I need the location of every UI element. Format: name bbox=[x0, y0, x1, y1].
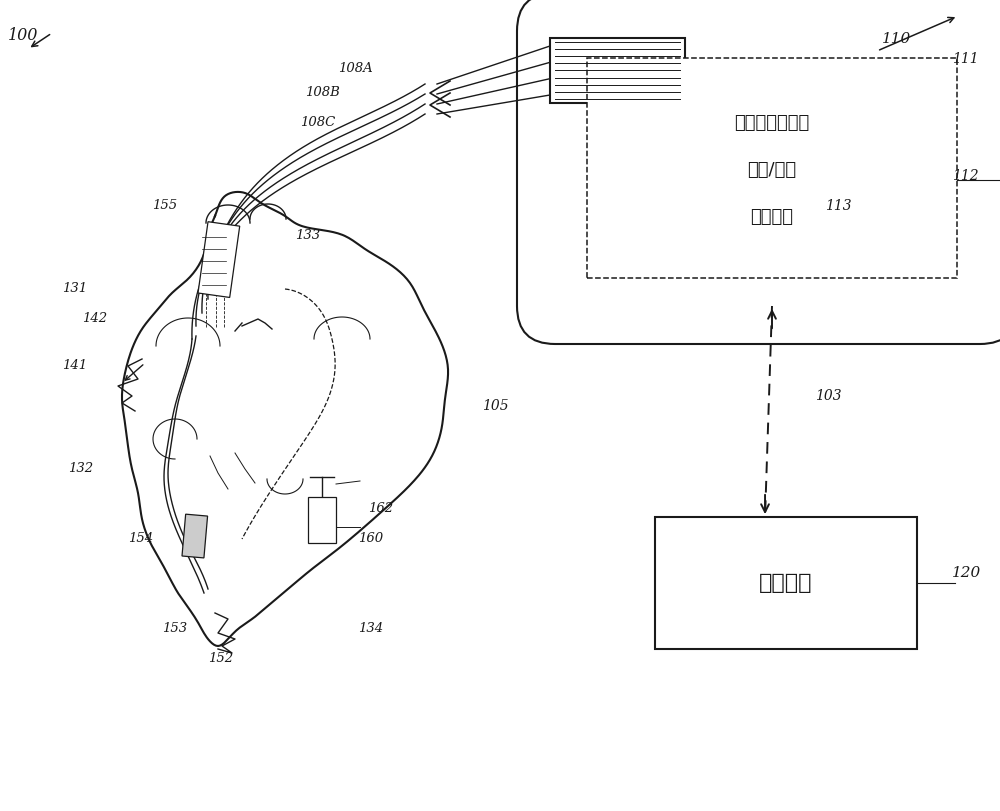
Text: 检测/风险: 检测/风险 bbox=[747, 161, 797, 179]
Bar bbox=[655, 517, 917, 649]
Text: 113: 113 bbox=[825, 199, 852, 213]
Text: 108C: 108C bbox=[300, 117, 335, 130]
Text: 100: 100 bbox=[8, 28, 38, 45]
Text: 162: 162 bbox=[368, 503, 393, 516]
Text: 154: 154 bbox=[128, 533, 153, 546]
Text: 103: 103 bbox=[815, 389, 842, 404]
Text: 153: 153 bbox=[162, 623, 187, 636]
Text: 120: 120 bbox=[952, 566, 981, 580]
Text: 110: 110 bbox=[882, 32, 911, 46]
Text: 131: 131 bbox=[62, 282, 87, 295]
Text: 155: 155 bbox=[152, 200, 177, 212]
Text: 105: 105 bbox=[482, 399, 509, 413]
Text: 外部系统: 外部系统 bbox=[759, 573, 813, 593]
Bar bbox=[550, 38, 685, 103]
FancyBboxPatch shape bbox=[517, 0, 1000, 344]
Text: 142: 142 bbox=[82, 312, 107, 325]
Bar bbox=[587, 58, 957, 278]
Text: 160: 160 bbox=[358, 533, 383, 546]
Text: 111: 111 bbox=[952, 52, 979, 66]
Bar bbox=[198, 221, 240, 298]
Text: 112: 112 bbox=[952, 169, 979, 183]
Text: 基于心音的事件: 基于心音的事件 bbox=[734, 114, 810, 132]
Text: 132: 132 bbox=[68, 462, 93, 475]
Text: 134: 134 bbox=[358, 623, 383, 636]
Text: 152: 152 bbox=[208, 653, 233, 666]
Bar bbox=[308, 497, 336, 543]
Text: 评定电路: 评定电路 bbox=[751, 208, 794, 226]
Bar bbox=[182, 514, 208, 558]
Text: 108A: 108A bbox=[338, 62, 373, 75]
Text: 141: 141 bbox=[62, 359, 87, 372]
Text: 133: 133 bbox=[295, 230, 320, 242]
Text: 108B: 108B bbox=[305, 87, 340, 100]
